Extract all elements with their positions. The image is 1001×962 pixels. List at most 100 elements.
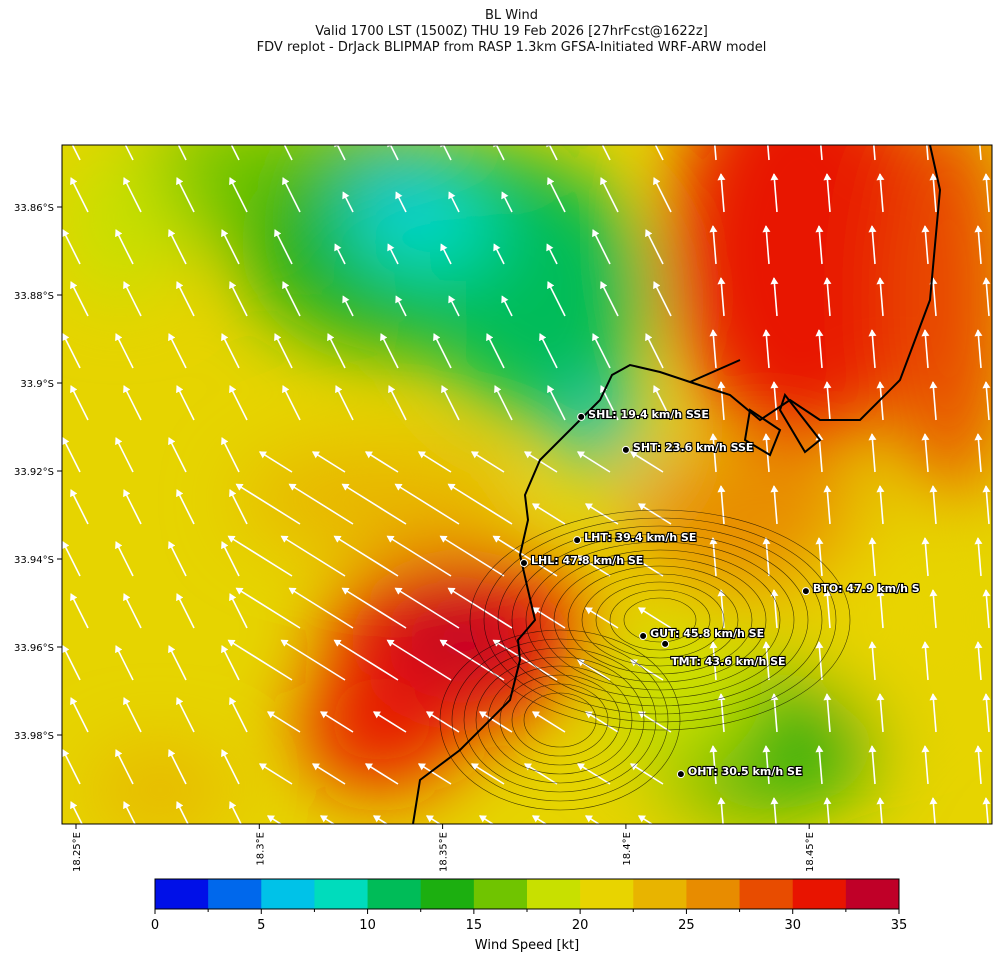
wind-arrow bbox=[115, 333, 134, 369]
wind-arrow bbox=[176, 697, 195, 733]
wind-arrow bbox=[115, 541, 134, 577]
wind-arrow bbox=[868, 641, 877, 681]
wind-arrow bbox=[709, 537, 718, 577]
wind-arrow bbox=[274, 333, 293, 369]
wind-arrow bbox=[629, 659, 664, 681]
wind-arrow bbox=[311, 763, 346, 785]
wind-arrow bbox=[709, 433, 718, 473]
wind-arrow bbox=[629, 451, 664, 473]
wind-arrow bbox=[230, 145, 240, 161]
colorbar-segment bbox=[314, 879, 369, 909]
wind-arrow bbox=[364, 763, 399, 785]
wind-arrow bbox=[501, 191, 513, 213]
wind-arrow bbox=[440, 145, 452, 161]
wind-arrow bbox=[387, 145, 399, 161]
contour-line bbox=[451, 638, 669, 802]
wind-arrows bbox=[62, 145, 991, 824]
wind-arrow bbox=[868, 433, 877, 473]
wind-arrow bbox=[448, 191, 460, 213]
colorbar-tick-label: 30 bbox=[784, 918, 801, 933]
wind-arrow bbox=[815, 641, 824, 681]
wind-arrow bbox=[176, 281, 195, 317]
wind-arrow bbox=[448, 295, 460, 317]
wind-arrow bbox=[227, 535, 293, 577]
wind-arrow bbox=[637, 815, 654, 824]
lat-tick-label: 33.9°S bbox=[20, 379, 54, 390]
wind-arrow bbox=[531, 503, 566, 525]
station-marker bbox=[519, 558, 528, 567]
wind-arrow bbox=[823, 277, 832, 317]
wind-arrow bbox=[280, 535, 346, 577]
wind-arrow bbox=[819, 145, 823, 161]
colorbar-segment bbox=[155, 879, 209, 909]
wind-arrow bbox=[395, 295, 407, 317]
wind-arrow bbox=[176, 385, 195, 421]
station-label: SHT: 23.6 km/h SSE bbox=[633, 441, 754, 454]
wind-arrow bbox=[717, 797, 726, 824]
wind-arrow bbox=[766, 145, 770, 161]
wind-arrow bbox=[770, 589, 779, 629]
colorbar-segment bbox=[261, 879, 315, 909]
wind-arrow bbox=[235, 587, 301, 629]
contour-line bbox=[581, 573, 739, 667]
wind-arrow bbox=[176, 489, 195, 525]
wind-arrow bbox=[974, 641, 983, 681]
colorbar-segment bbox=[792, 879, 847, 909]
colorbar-tick-label: 0 bbox=[151, 918, 159, 933]
harbour-outline bbox=[743, 392, 822, 457]
wind-arrow bbox=[470, 451, 505, 473]
wind-arrow bbox=[921, 329, 930, 369]
wind-arrow bbox=[168, 333, 187, 369]
contour-line bbox=[497, 525, 823, 715]
wind-arrow bbox=[115, 437, 134, 473]
contour-line bbox=[623, 597, 697, 643]
wind-arrow bbox=[387, 243, 399, 265]
wind-arrow bbox=[124, 145, 134, 161]
wind-arrow bbox=[815, 537, 824, 577]
wind-arrow bbox=[637, 503, 672, 525]
wind-arrow bbox=[123, 281, 142, 317]
wind-arrow bbox=[283, 145, 293, 161]
wind-arrow bbox=[815, 225, 824, 265]
wind-arrow bbox=[713, 145, 717, 161]
wind-arrow bbox=[929, 797, 938, 824]
station-label: TMT: 43.6 km/h SE bbox=[671, 655, 785, 668]
station-marker bbox=[573, 536, 582, 545]
colorbar-segment bbox=[739, 879, 794, 909]
wind-arrow bbox=[71, 145, 81, 161]
wind-arrow bbox=[478, 711, 513, 733]
wind-arrow bbox=[600, 281, 619, 317]
wind-arrow bbox=[425, 711, 460, 733]
wind-arrow bbox=[334, 145, 346, 161]
lon-tick-label: 18.45°E bbox=[805, 832, 816, 872]
wind-arrow bbox=[876, 797, 885, 824]
wind-arrow bbox=[876, 693, 885, 733]
wind-arrow bbox=[221, 437, 240, 473]
wind-arrow bbox=[876, 173, 885, 213]
wind-arrow bbox=[770, 797, 779, 824]
contour-line bbox=[463, 647, 657, 793]
wind-arrow bbox=[333, 535, 399, 577]
wind-arrow bbox=[974, 745, 983, 785]
wind-arrow bbox=[815, 329, 824, 369]
wind-arrow bbox=[229, 593, 248, 629]
station-label: OHT: 30.5 km/h SE bbox=[688, 765, 803, 778]
wind-arrow bbox=[653, 281, 672, 317]
wind-arrow bbox=[62, 229, 81, 265]
station-label: BTO: 47.9 km/h S bbox=[813, 582, 920, 595]
wind-arrow bbox=[921, 537, 930, 577]
contour-line bbox=[483, 517, 837, 723]
contour-line bbox=[439, 629, 681, 811]
wind-arrow bbox=[492, 639, 558, 681]
wind-arrow bbox=[982, 797, 991, 824]
wind-arrow bbox=[123, 697, 142, 733]
wind-arrow bbox=[364, 451, 399, 473]
lon-tick-label: 18.4°E bbox=[622, 832, 633, 866]
colorbar: 0 5 10 15 20 25 30 35 bbox=[151, 878, 907, 933]
wind-arrow bbox=[177, 145, 187, 161]
wind-arrow bbox=[439, 535, 505, 577]
wind-arrow bbox=[221, 749, 240, 785]
lon-tick-label: 18.3°E bbox=[255, 832, 266, 866]
station-label: SHL: 19.4 km/h SSE bbox=[588, 408, 709, 421]
wind-arrow bbox=[221, 541, 240, 577]
